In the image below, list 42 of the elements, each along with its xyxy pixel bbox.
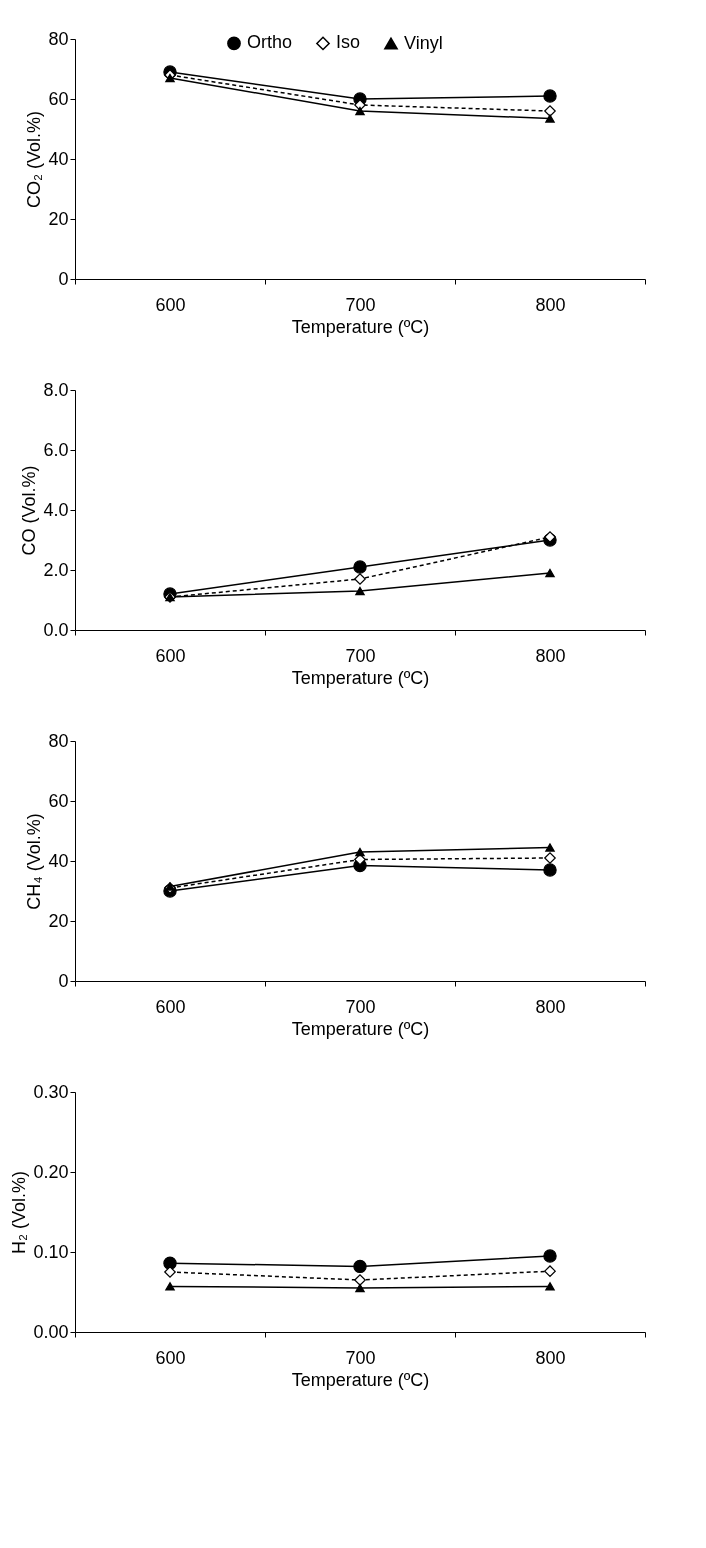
y-tick-label: 20 [48,208,69,229]
x-tick-label: 700 [345,1347,376,1368]
legend-label: Vinyl [404,32,443,53]
y-tick-label: 2.0 [43,559,69,580]
x-axis-title: Temperature (ºC) [291,1018,430,1039]
y-tick-label: 40 [48,148,69,169]
y-tick-label: 6.0 [43,439,69,460]
y-tick-label: 80 [48,730,69,751]
y-axis-title: CO₂ (Vol.%) [24,110,45,209]
x-tick-label: 700 [345,996,376,1017]
x-tick-label: 800 [535,1347,566,1368]
x-tick-label: 800 [535,294,566,315]
y-tick-label: 0.0 [43,619,69,640]
legend-label: Ortho [247,32,293,53]
y-axis-title: CO (Vol.%) [19,465,40,556]
x-tick-label: 800 [535,996,566,1017]
y-tick-label: 0.30 [33,1081,69,1102]
y-tick-label: 80 [48,28,69,49]
x-axis-title: Temperature (ºC) [291,1369,430,1390]
x-tick-label: 800 [535,645,566,666]
y-tick-label: 4.0 [43,499,69,520]
y-tick-label: 0.00 [33,1321,69,1342]
y-tick-label: 0 [58,970,69,991]
x-tick-label: 600 [155,294,186,315]
x-tick-label: 600 [155,996,186,1017]
x-tick-label: 600 [155,645,186,666]
y-axis-title: CH₄ (Vol.%) [24,813,45,910]
x-axis-title: Temperature (ºC) [291,316,430,337]
y-tick-label: 60 [48,88,69,109]
y-tick-label: 60 [48,790,69,811]
y-axis-title: H₂ (Vol.%) [9,1170,30,1255]
y-tick-label: 8.0 [43,379,69,400]
y-tick-label: 0 [58,268,69,289]
y-tick-label: 0.10 [33,1241,69,1262]
x-tick-label: 700 [345,294,376,315]
x-tick-label: 600 [155,1347,186,1368]
y-tick-label: 20 [48,910,69,931]
y-tick-label: 0.20 [33,1161,69,1182]
x-tick-label: 700 [345,645,376,666]
y-tick-label: 40 [48,850,69,871]
x-axis-title: Temperature (ºC) [291,667,430,688]
legend-label: Iso [336,32,361,53]
